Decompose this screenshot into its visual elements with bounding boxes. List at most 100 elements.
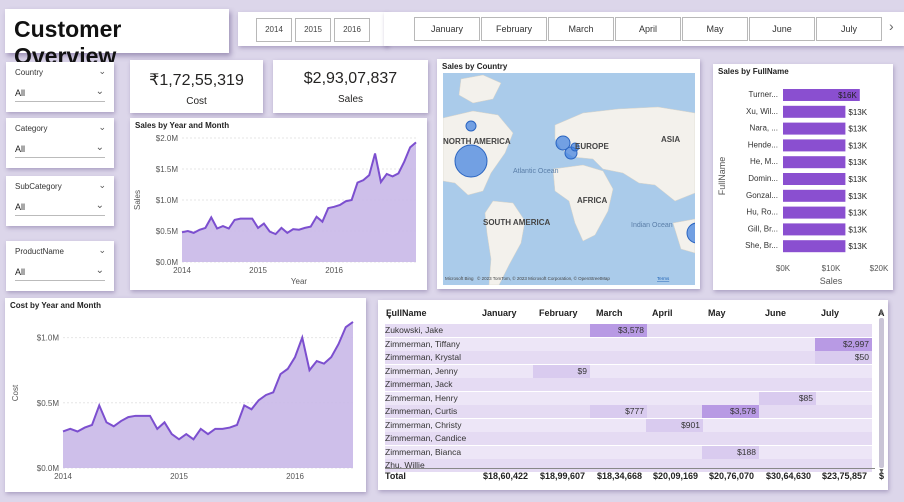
bar[interactable] [783,206,846,219]
chevron-down-icon[interactable]: ⌄ [95,142,104,153]
year-button-2016[interactable]: 2016 [334,18,370,42]
matrix-vertical-scrollbar[interactable]: ▲ ▼ [878,308,886,476]
month-button-march[interactable]: March [548,17,614,41]
bar[interactable] [783,240,846,253]
year-button-2014[interactable]: 2014 [256,18,292,42]
germany-bubble[interactable] [570,142,580,152]
bar[interactable] [783,105,846,118]
series-line[interactable] [62,321,354,441]
cost-kpi-value: ₹1,72,55,319 [149,72,244,89]
col-header-june[interactable]: June [765,308,787,318]
scroll-up-icon[interactable]: ▲ [878,308,885,315]
chevron-down-icon[interactable]: ⌄ [98,122,106,132]
scroll-thumb[interactable] [879,318,884,468]
map-terms-link[interactable]: Terms [657,276,670,281]
table-row[interactable]: Zukowski, Jake $3,578 [385,324,872,337]
australia-bubble[interactable] [686,222,695,244]
table-row[interactable]: Zimmerman, Christy $901 [385,418,872,432]
south-america-land [484,200,526,285]
bar[interactable] [783,139,846,152]
chevron-down-icon[interactable]: ⌄ [95,86,104,97]
table-row[interactable]: Zimmerman, Curtis $777 $3,578 [385,405,872,418]
bar[interactable] [783,156,846,169]
greenland-land [458,74,502,104]
subcategory-filter-value[interactable]: All [15,198,105,216]
table-row[interactable]: Zimmerman, Jenny $9 [385,364,872,378]
table-row[interactable]: Zimmerman, Krystal $50 [385,351,872,364]
subcategory-filter-label: SubCategory [15,182,62,191]
y-tick-label: $0.0M [156,258,179,267]
chevron-down-icon[interactable]: ⌄ [95,200,104,211]
col-header-august[interactable]: A [878,308,885,318]
col-header-march[interactable]: March [596,308,623,318]
table-row[interactable]: Zimmerman, Candice [385,432,872,445]
canada-bubble[interactable] [465,120,477,132]
bar[interactable] [783,173,846,185]
cost-kpi-card: ₹1,72,55,319 Cost [130,60,263,113]
category-filter[interactable]: Category ⌄ All ⌄ [6,118,114,168]
matrix-header: FullName January February March April Ma… [378,302,888,322]
label-indian-ocean: Indian Ocean [631,222,673,229]
col-header-february[interactable]: February [539,308,578,318]
country-filter[interactable]: Country ⌄ All ⌄ [6,62,114,112]
bar-category-label: He, M... [750,157,778,166]
country-filter-label: Country [15,68,44,77]
year-button-2015[interactable]: 2015 [295,18,331,42]
month-button-july[interactable]: July [816,17,882,41]
chevron-down-icon[interactable]: ⌄ [98,245,106,255]
country-filter-value[interactable]: All [15,84,105,102]
sales-map-card: Sales by Country NORTH AMERICA EUROPE AS… [437,59,700,289]
col-header-july[interactable]: July [821,308,840,318]
chevron-right-icon[interactable]: › [889,18,894,34]
bar[interactable] [783,189,846,202]
subcategory-filter[interactable]: SubCategory ⌄ All ⌄ [6,176,114,226]
x-tick-label: 2015 [170,472,188,481]
row-fullname: Zimmerman, Bianca [385,446,462,457]
category-filter-value[interactable]: All [15,140,105,158]
bar[interactable] [783,122,846,135]
table-cell: $777 [590,405,647,418]
total-august: $ [879,471,885,481]
chevron-down-icon[interactable]: ⌄ [95,265,104,276]
year-slicer: 2014 2015 2016 [238,12,388,46]
bar-data-label: $13K [848,192,867,201]
productname-filter[interactable]: ProductName ⌄ All ⌄ [6,241,114,291]
sales-map[interactable]: NORTH AMERICA EUROPE ASIA Atlantic Ocean… [443,73,695,285]
sales-chart-card: Sales by Year and Month $0.0M $0.5M $1.0M $… [130,118,427,290]
y-tick-label: $1.5M [156,165,179,174]
month-button-january[interactable]: January [414,17,480,41]
sales-area-chart: $0.0M $0.5M $1.0M $1.5M $2.0M 2014 2015 2016 Yea… [133,134,417,286]
table-cell: $2,997 [815,337,872,351]
x-tick-label: 2014 [173,266,191,275]
table-row[interactable]: Zimmerman, Bianca $188 [385,445,872,459]
x-axis-label: Sales [820,276,843,286]
month-button-april[interactable]: April [615,17,681,41]
col-header-april[interactable]: April [652,308,673,318]
cost-chart-title: Cost by Year and Month [10,301,101,310]
bar-data-label: $13K [848,108,867,117]
north-america-bubble[interactable] [454,144,488,178]
col-header-may[interactable]: May [708,308,726,318]
map-copyright: © 2023 TomTom, © 2023 Microsoft Corporat… [477,275,610,281]
table-row[interactable]: Zimmerman, Jack [385,378,872,391]
col-header-fullname[interactable]: FullName [386,308,427,318]
bar[interactable] [783,89,860,101]
month-button-june[interactable]: June [749,17,815,41]
col-header-january[interactable]: January [482,308,517,318]
bar[interactable] [783,223,846,236]
area-fill [182,142,416,262]
cost-kpi-caption: Cost [186,96,207,107]
series-line[interactable] [181,141,417,236]
matrix-total-row: Total $18,60,422 $18,99,607 $18,34,668 $… [385,468,884,482]
uk-bubble[interactable] [555,135,571,151]
month-button-may[interactable]: May [682,17,748,41]
chevron-down-icon[interactable]: ⌄ [98,180,106,190]
chevron-down-icon[interactable]: ⌄ [98,66,106,76]
productname-filter-value[interactable]: All [15,263,105,281]
sort-down-icon[interactable]: ▼ [386,314,393,321]
table-row[interactable]: Zimmerman, Henry $85 [385,391,872,405]
bar-data-label: $13K [848,175,867,184]
table-row[interactable]: Zimmerman, Tiffany $2,997 [385,337,872,351]
month-button-february[interactable]: February [481,17,547,41]
scroll-down-icon[interactable]: ▼ [878,468,885,475]
